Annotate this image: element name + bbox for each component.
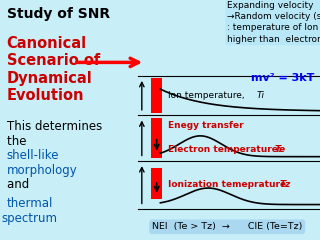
Text: thermal
spectrum: thermal spectrum [2,197,58,225]
Text: Canonical
Scenario of
Dynamical
Evolution: Canonical Scenario of Dynamical Evolutio… [7,36,100,103]
Text: NEI  (Te > Tz)  →      CIE (Te=Tz): NEI (Te > Tz) → CIE (Te=Tz) [152,222,302,231]
Text: mv² = 3kT: mv² = 3kT [251,73,315,83]
Text: Expanding velocity
→Random velocity (shock)
: temperature of Ion ( Ti ) is
highe: Expanding velocity →Random velocity (sho… [227,1,320,43]
FancyBboxPatch shape [151,78,162,113]
Text: Ionization temeprature:: Ionization temeprature: [168,180,293,189]
Text: shell-like
morphology: shell-like morphology [7,149,77,177]
FancyBboxPatch shape [151,168,162,199]
FancyBboxPatch shape [151,118,162,158]
Text: Study of SNR: Study of SNR [7,7,110,21]
Text: Electron temperature:: Electron temperature: [168,144,284,154]
Text: Te: Te [275,144,286,154]
Text: and: and [7,178,33,191]
Text: Tz: Tz [279,180,291,189]
Text: Enegy transfer: Enegy transfer [168,121,244,130]
Text: Ti: Ti [257,91,265,100]
Text: This determines
the: This determines the [7,120,102,148]
Text: Ion temperature,: Ion temperature, [168,91,247,100]
